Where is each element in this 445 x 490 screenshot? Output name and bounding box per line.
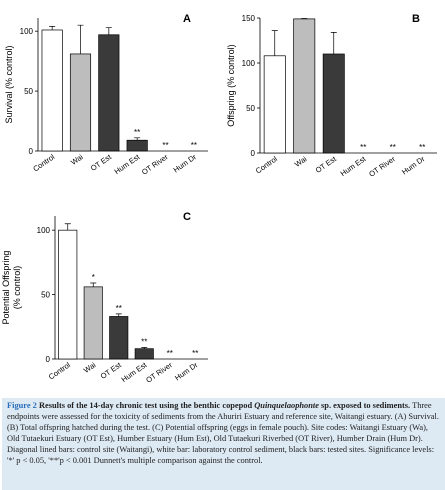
caption-title-part: Quinquelaophonte bbox=[254, 401, 319, 410]
x-tick-label: Hum Dr bbox=[172, 152, 199, 174]
bar bbox=[58, 229, 78, 360]
x-tick-label: Control bbox=[254, 154, 279, 175]
panel-label: A bbox=[183, 13, 191, 25]
significance-label: ** bbox=[191, 141, 197, 150]
bar bbox=[293, 18, 316, 154]
x-tick-label: Wai bbox=[69, 152, 85, 167]
y-tick-label: 0 bbox=[29, 147, 34, 156]
x-tick-label: Control bbox=[31, 152, 56, 173]
bar bbox=[134, 348, 154, 360]
chart-b: 0 50 100 150 Offspring (% control) B Control Wa… bbox=[226, 13, 437, 179]
y-tick-label: 0 bbox=[46, 355, 51, 364]
y-tick-label: 50 bbox=[24, 87, 33, 96]
significance-label: ** bbox=[141, 337, 147, 346]
bar bbox=[109, 316, 129, 360]
error-bar bbox=[134, 137, 141, 141]
x-tick-label: Wai bbox=[293, 154, 309, 169]
panel-label: C bbox=[183, 211, 191, 223]
x-tick-label: OT River bbox=[367, 154, 397, 179]
x-tick-label: OT Est bbox=[314, 154, 339, 175]
x-tick-label: Hum Est bbox=[339, 154, 368, 178]
error-bar bbox=[330, 32, 337, 54]
x-tick-label: Hum Est bbox=[120, 360, 149, 384]
x-tick-label: Hum Est bbox=[113, 152, 142, 176]
y-tick-label: 100 bbox=[37, 226, 51, 235]
x-tick-label: Wai bbox=[82, 360, 98, 375]
significance-label: ** bbox=[419, 143, 425, 152]
caption-title-part: sp. exposed to sediments. bbox=[318, 401, 411, 410]
error-bar bbox=[49, 26, 56, 30]
y-axis-label: Offspring (% control) bbox=[226, 44, 236, 126]
error-bar bbox=[105, 27, 112, 35]
bar bbox=[322, 53, 345, 154]
significance-label: ** bbox=[162, 141, 168, 150]
x-tick-label: Control bbox=[47, 360, 72, 381]
x-tick-label: Hum Dr bbox=[400, 154, 427, 176]
bar bbox=[83, 286, 103, 360]
y-tick-label: 150 bbox=[242, 14, 256, 23]
x-tick-label: Hum Dr bbox=[173, 360, 200, 382]
y-axis-label: (% control) bbox=[12, 266, 22, 310]
significance-label: ** bbox=[390, 143, 396, 152]
y-tick-label: 0 bbox=[251, 149, 256, 158]
caption-title-part: Results of the 14-day chronic test using… bbox=[38, 401, 255, 410]
caption-title: Results of the 14-day chronic test using… bbox=[39, 401, 410, 410]
significance-label: ** bbox=[192, 349, 198, 358]
error-bar bbox=[141, 347, 148, 349]
caption-text: Three endpoints were assessed for the to… bbox=[7, 401, 439, 465]
x-tick-label: OT River bbox=[140, 152, 170, 177]
y-axis-label: Potential Offspring bbox=[1, 251, 11, 325]
bar bbox=[69, 53, 92, 152]
significance-label: ** bbox=[116, 304, 122, 313]
bar bbox=[98, 34, 120, 152]
bar bbox=[263, 55, 286, 154]
panel-label: B bbox=[412, 13, 420, 25]
significance-label: ** bbox=[134, 128, 140, 137]
y-tick-label: 50 bbox=[246, 104, 255, 113]
y-tick-label: 100 bbox=[242, 59, 256, 68]
y-tick-label: 100 bbox=[20, 27, 34, 36]
error-bar bbox=[64, 223, 71, 231]
x-tick-label: OT River bbox=[144, 360, 174, 385]
error-bar bbox=[115, 313, 122, 317]
chart-c: 0 50 100 Potential Offspring (% control) C Con… bbox=[1, 211, 208, 385]
y-axis-label: Survival (% control) bbox=[4, 45, 14, 123]
error-bar bbox=[77, 24, 84, 54]
y-tick-label: 50 bbox=[41, 291, 50, 300]
error-bar bbox=[90, 282, 97, 287]
bar bbox=[41, 29, 63, 152]
caption-label: Figure 2 bbox=[7, 401, 37, 410]
x-tick-label: OT Est bbox=[89, 152, 114, 173]
significance-label: * bbox=[92, 273, 95, 282]
error-bar bbox=[271, 30, 278, 56]
caption: Figure 2 Results of the 14-day chronic t… bbox=[2, 398, 445, 490]
significance-label: ** bbox=[167, 349, 173, 358]
bar bbox=[126, 139, 148, 152]
significance-label: ** bbox=[360, 143, 366, 152]
chart-a: 0 50 100 Survival (% control) A Control Wai OT … bbox=[4, 13, 208, 177]
